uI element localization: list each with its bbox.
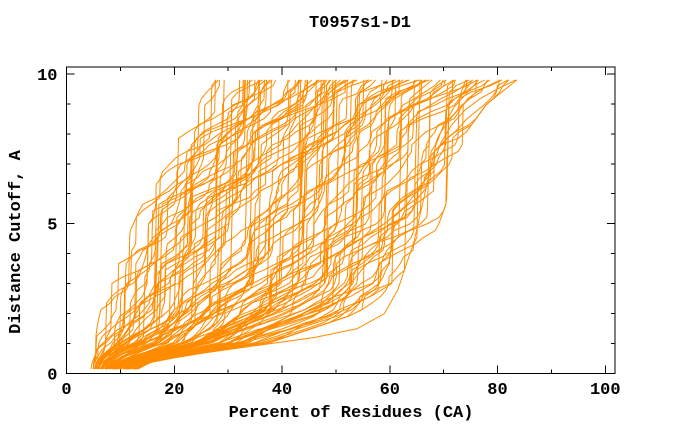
gdt-curve — [130, 79, 485, 370]
gdt-curve — [93, 79, 259, 370]
gdt-curve — [136, 79, 518, 370]
gdt-curve — [95, 79, 250, 370]
gdt-curve — [111, 79, 326, 370]
gdt-curve — [133, 79, 454, 370]
tick-labels-layer: 0 20 40 60 80 100 0 5 10 — [37, 67, 621, 400]
gdt-curve — [102, 79, 303, 370]
gdt-curve — [135, 79, 491, 370]
axes-layer — [66, 66, 616, 374]
x-tick-label: 60 — [380, 381, 400, 400]
gdt-curve — [108, 79, 319, 370]
gdt-curve — [135, 79, 503, 370]
x-tick-label: 20 — [164, 381, 184, 400]
rightmost-model-curve — [106, 79, 517, 370]
gdt-curve — [134, 79, 488, 370]
gdt-curve — [101, 79, 260, 370]
x-axis-title: Percent of Residues (CA) — [228, 404, 474, 423]
plot-border — [66, 66, 616, 374]
gdt-curve — [105, 79, 301, 370]
x-tick-label: 0 — [61, 381, 71, 400]
gdt-curve — [119, 79, 410, 370]
gdt-curve — [102, 79, 299, 370]
gdt-curve — [90, 79, 216, 370]
gdt-curve — [92, 79, 241, 370]
gdt-curve — [97, 79, 267, 370]
x-tick-label: 80 — [487, 381, 507, 400]
y-tick-label: 0 — [47, 367, 57, 386]
gdt-curve — [102, 79, 265, 370]
y-tick-label: 5 — [47, 217, 57, 236]
gdt-curve — [113, 79, 358, 370]
gdt-curve — [92, 79, 219, 370]
x-tick-label: 40 — [272, 381, 292, 400]
gdt-curve — [108, 79, 331, 370]
gdt-curve — [112, 79, 332, 370]
gdt-curve — [127, 79, 433, 370]
gdt-curve — [123, 79, 444, 370]
curves-layer — [90, 79, 518, 370]
gdt-curve — [127, 79, 473, 370]
gdt-curve — [123, 79, 446, 370]
gdt-curve — [107, 79, 317, 370]
gdt-curve — [99, 79, 260, 370]
gdt-curve — [125, 79, 427, 370]
gdt-curve — [134, 79, 456, 370]
gdt-curve — [101, 79, 320, 370]
gdt-curve — [113, 79, 336, 370]
gdt-curve — [124, 79, 400, 370]
gdt-curve — [113, 79, 342, 370]
gdt-curve — [117, 79, 420, 370]
slow-sweep-model-curve — [114, 79, 480, 370]
chart-title: T0957s1-D1 — [308, 14, 412, 33]
gdt-curve — [112, 79, 370, 370]
x-tick-label: 100 — [590, 381, 621, 400]
gdt-curve — [126, 79, 430, 370]
gdt-curve — [128, 79, 468, 370]
gdt-curve — [135, 79, 509, 370]
y-tick-label: 10 — [37, 67, 57, 86]
gdt-curve — [120, 79, 372, 370]
gdt-curve — [123, 79, 441, 370]
gdt-curve — [93, 79, 217, 370]
